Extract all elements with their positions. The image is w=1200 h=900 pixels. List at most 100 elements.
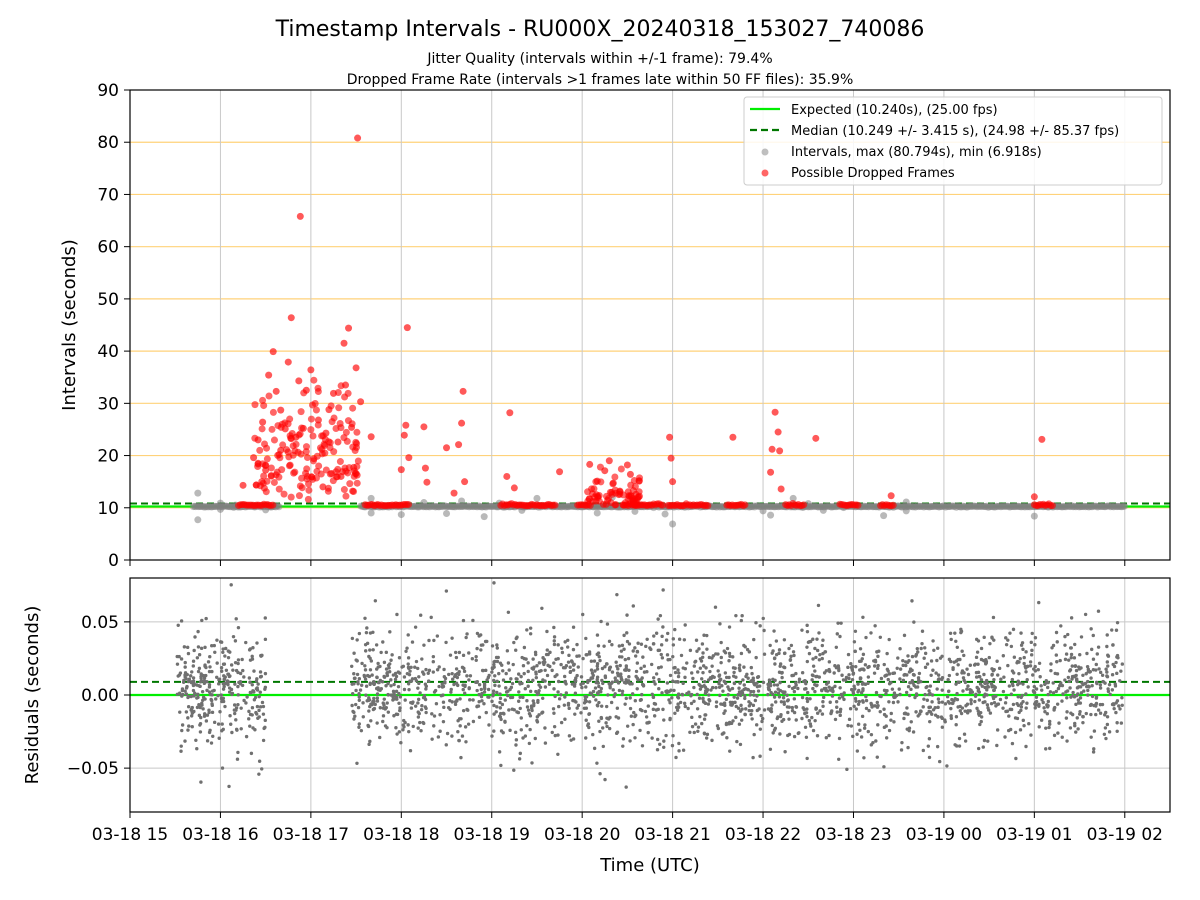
residual-point [541, 678, 545, 682]
interval-point [880, 512, 888, 520]
residual-point [228, 650, 232, 654]
residual-point [911, 681, 915, 685]
residual-point [458, 724, 462, 728]
interval-point [812, 502, 820, 510]
residual-point [840, 673, 844, 677]
interval-point [442, 503, 450, 511]
residual-point [1065, 696, 1069, 700]
dropped-frame-point [270, 436, 278, 444]
interval-point [196, 502, 204, 510]
residual-point [595, 633, 600, 637]
dropped-frame-point [619, 501, 627, 509]
dropped-frame-point [312, 406, 320, 414]
residual-point [414, 678, 419, 683]
residual-point [495, 705, 499, 709]
residual-point [773, 678, 777, 683]
dropped-frame-point [287, 493, 295, 501]
residual-point [746, 688, 751, 692]
residual-point [522, 645, 527, 650]
residual-point [192, 648, 196, 653]
residual-point [571, 647, 576, 652]
residual-point [389, 658, 393, 662]
residual-point [1010, 677, 1015, 682]
dropped-frame-point [256, 446, 264, 454]
residual-point [501, 711, 505, 716]
residual-point [1065, 710, 1069, 714]
residual-point [1015, 659, 1020, 664]
residual-point [498, 700, 502, 705]
residual-point [654, 672, 659, 676]
residual-point [501, 669, 505, 673]
residual-point [1059, 683, 1063, 687]
residual-point [564, 691, 569, 695]
residual-point [779, 700, 784, 704]
x-axis-label: Time (UTC) [599, 855, 700, 876]
dropped-frame-point [258, 478, 266, 486]
residual-point [884, 724, 888, 728]
dropped-frame-point [421, 464, 429, 472]
residual-point [457, 650, 462, 655]
dropped-frame-point [259, 418, 267, 426]
residual-point [386, 681, 390, 686]
residual-point [954, 639, 958, 644]
residual-point [966, 684, 970, 688]
residual-point [792, 653, 796, 658]
interval-point [955, 502, 963, 510]
residual-point [965, 711, 970, 715]
residual-point [991, 669, 995, 673]
residual-point [1081, 673, 1085, 677]
residual-point [943, 702, 948, 706]
dropped-frame-point [330, 414, 338, 422]
residual-point [411, 700, 415, 704]
residual-point [235, 728, 239, 732]
residual-point [984, 662, 988, 666]
residual-point [861, 699, 865, 703]
residual-point [609, 681, 614, 686]
residual-point [599, 690, 603, 694]
residual-point [244, 701, 248, 705]
residual-point [560, 646, 564, 650]
residual-point [175, 662, 180, 666]
residual-point [977, 674, 982, 679]
residual-point [1030, 631, 1034, 636]
dropped-frame-point [617, 465, 625, 473]
residual-point [935, 658, 939, 663]
residual-point [629, 714, 634, 718]
residual-point [659, 652, 663, 657]
residual-point [1090, 694, 1095, 699]
dropped-frame-point [298, 484, 306, 492]
residual-point [621, 737, 626, 741]
residual-point [1084, 672, 1088, 676]
residual-point [968, 687, 972, 692]
residual-point [1075, 716, 1079, 720]
residual-point [200, 703, 204, 707]
residual-point [1028, 664, 1033, 668]
residual-point [1115, 721, 1119, 725]
residual-point [397, 691, 401, 696]
interval-point [1097, 503, 1105, 511]
residual-point [623, 702, 627, 706]
interval-point [473, 503, 481, 511]
residual-point [785, 693, 789, 697]
residual-point [394, 689, 399, 694]
interval-point [216, 499, 224, 507]
residual-point [364, 693, 368, 697]
residual-point [805, 696, 809, 701]
residual-point [787, 732, 792, 737]
residual-point [771, 731, 775, 735]
residual-point [985, 681, 990, 685]
residual-point [914, 654, 918, 658]
interval-point [487, 502, 495, 510]
residual-point [982, 672, 986, 677]
residual-point [986, 684, 990, 689]
intervals-y-tick-label: 10 [97, 499, 119, 519]
residual-point [648, 646, 652, 650]
interval-point [367, 494, 375, 502]
residual-point [222, 684, 226, 689]
residual-point [1105, 670, 1109, 674]
residual-point [1105, 644, 1109, 649]
residual-point [566, 660, 571, 664]
residual-point [582, 706, 587, 710]
residual-point [1110, 628, 1114, 632]
residual-point [383, 724, 388, 728]
